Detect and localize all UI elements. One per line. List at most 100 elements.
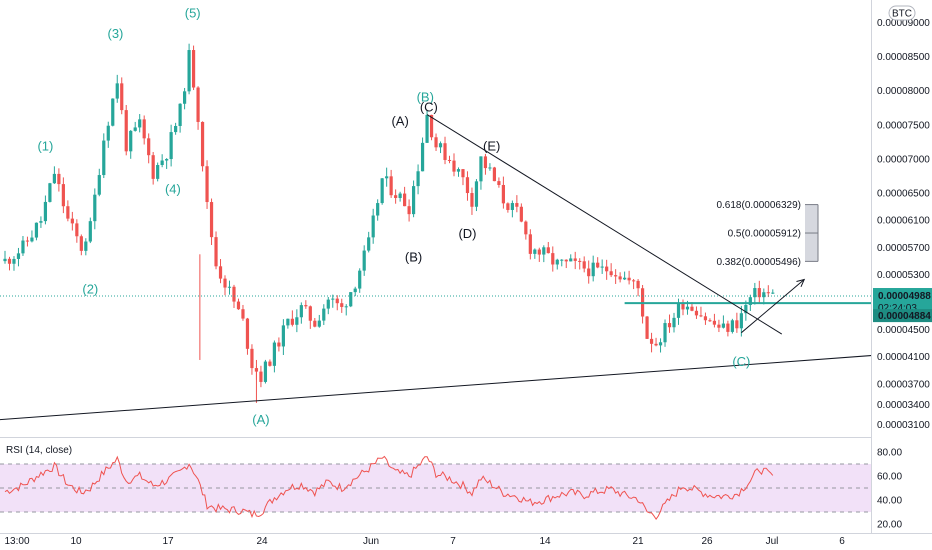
price-tick-label: 0.00008000 — [877, 86, 930, 97]
rsi-line — [4, 455, 774, 520]
candle-body — [407, 206, 411, 215]
candle-body — [663, 323, 667, 343]
candle-body — [335, 298, 339, 304]
candle — [160, 154, 164, 168]
candle — [488, 163, 492, 171]
candle — [551, 246, 555, 272]
candle — [537, 247, 541, 262]
candle — [335, 295, 339, 311]
candle-body — [268, 361, 272, 366]
rsi-tick-label: 80.00 — [877, 448, 902, 459]
candle-body — [411, 186, 416, 215]
candle-body — [506, 203, 510, 210]
candle — [205, 160, 209, 209]
candle — [218, 259, 223, 284]
candle-body — [241, 309, 245, 319]
candle — [70, 211, 74, 231]
candle — [313, 317, 317, 328]
candle-body — [465, 177, 470, 194]
candle — [376, 199, 380, 221]
candle-body — [97, 175, 101, 195]
candle-body — [308, 306, 312, 321]
candle — [79, 234, 83, 256]
candle-body — [443, 143, 447, 160]
fib-level-label: 0.382(0.00005496) — [716, 257, 801, 268]
candle — [618, 272, 622, 283]
candle-body — [726, 323, 730, 332]
candle-body — [587, 268, 591, 277]
candle-body — [3, 258, 7, 262]
candle — [245, 317, 250, 355]
candle-body — [263, 361, 268, 382]
price-tick-label: 0.00007000 — [877, 154, 930, 165]
wave-label: (C) — [420, 100, 438, 115]
candle — [290, 310, 294, 327]
time-tick-label: 10 — [70, 536, 82, 547]
last-price-value: 0.00004988 — [878, 291, 931, 302]
candle-body — [299, 305, 303, 318]
candle — [587, 260, 591, 284]
candle-body — [573, 258, 577, 261]
candle-body — [160, 160, 164, 166]
candle-body — [636, 280, 640, 289]
price-tick-label: 0.00003400 — [877, 400, 930, 411]
candle — [3, 250, 7, 264]
candle — [178, 103, 182, 133]
price-tick-label: 0.00004100 — [877, 352, 930, 363]
candle-body — [600, 266, 604, 268]
candle — [133, 121, 137, 132]
candle — [726, 320, 730, 337]
candle — [394, 189, 398, 204]
candle-body — [21, 240, 25, 254]
candle — [389, 169, 393, 198]
candle-body — [295, 317, 299, 325]
candle-body — [200, 121, 205, 167]
candle — [658, 338, 663, 353]
time-tick-label: 26 — [701, 536, 713, 547]
candle — [75, 219, 79, 243]
level-price-tag: 0.00004884 — [873, 309, 932, 323]
wave-label: (3) — [108, 26, 124, 41]
candle-body — [120, 83, 124, 111]
trendline-descending — [426, 114, 783, 335]
candle-body — [649, 338, 654, 344]
candle — [519, 203, 523, 223]
candle — [560, 259, 564, 267]
candle — [88, 217, 92, 244]
time-tick-label: 14 — [539, 536, 551, 547]
candle — [115, 74, 119, 103]
candle-body — [259, 371, 263, 382]
candle-body — [591, 262, 595, 277]
candle-body — [218, 266, 223, 279]
candle — [667, 314, 672, 333]
candle-body — [232, 286, 236, 302]
candle — [555, 258, 559, 270]
candle — [663, 319, 667, 347]
candle — [317, 314, 321, 328]
candle — [295, 309, 299, 333]
candle — [712, 313, 717, 328]
candle-body — [623, 277, 627, 280]
candle — [623, 271, 627, 281]
candle — [407, 199, 411, 222]
rsi-tick-label: 40.00 — [877, 496, 902, 507]
candle — [84, 238, 88, 256]
candle — [183, 87, 187, 110]
candle-body — [322, 308, 326, 321]
candle — [627, 270, 631, 285]
candle-body — [236, 301, 241, 310]
price-tick-label: 0.00008500 — [877, 52, 930, 63]
price-tick-label: 0.00009000 — [877, 18, 930, 29]
candle — [340, 298, 344, 313]
candle — [591, 255, 595, 282]
candle-body — [398, 193, 402, 198]
time-tick-label: 21 — [632, 536, 644, 547]
candle-body — [88, 221, 92, 242]
candle — [757, 280, 761, 304]
candle — [120, 77, 124, 115]
candle-body — [632, 280, 636, 282]
candle — [524, 220, 528, 240]
candle-body — [358, 270, 362, 289]
candle — [331, 294, 335, 308]
